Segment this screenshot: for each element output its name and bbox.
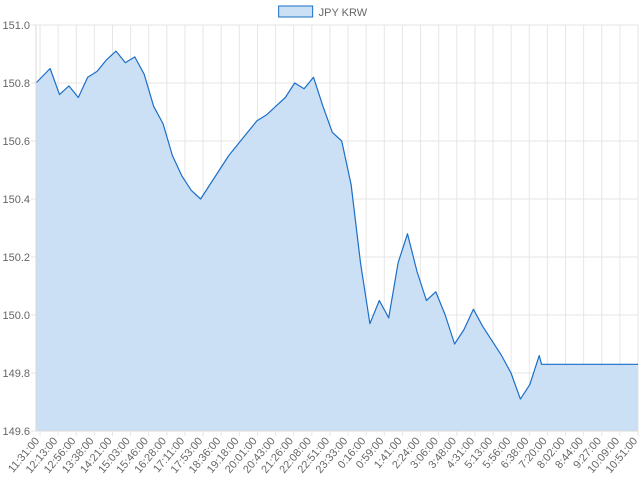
y-tick-label: 150.0 [2, 310, 30, 322]
series-line [35, 50, 638, 400]
y-tick-label: 149.8 [2, 368, 30, 380]
y-tick-label: 149.6 [2, 426, 30, 438]
legend[interactable]: JPY KRW [278, 5, 368, 19]
legend-swatch[interactable] [278, 5, 314, 18]
y-tick-label: 150.6 [2, 136, 30, 148]
series-area-fill [36, 51, 638, 431]
series-area [35, 50, 638, 431]
y-tick-label: 150.2 [2, 252, 30, 264]
y-tick-label: 151.0 [2, 20, 30, 32]
y-tick-label: 150.8 [2, 78, 30, 90]
legend-label[interactable]: JPY KRW [319, 7, 368, 19]
y-tick-label: 150.4 [2, 194, 30, 206]
